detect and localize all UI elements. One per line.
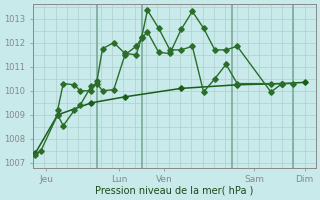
X-axis label: Pression niveau de la mer( hPa ): Pression niveau de la mer( hPa ) <box>95 186 253 196</box>
